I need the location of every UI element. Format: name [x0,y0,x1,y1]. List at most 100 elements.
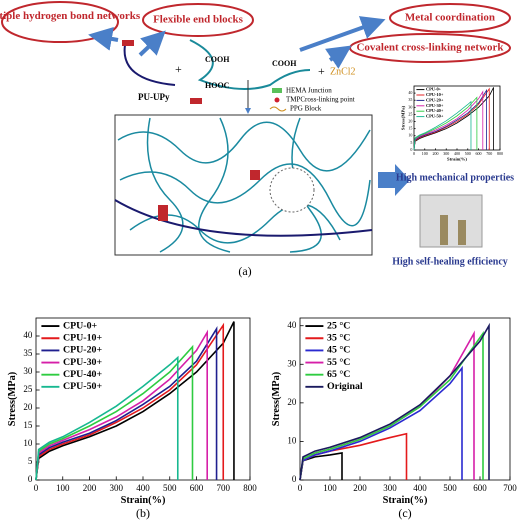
x-tick-label: 300 [443,151,449,156]
legend-label: 55 °C [327,357,350,368]
y-tick-label: 35 [408,97,412,102]
x-tick-label: 400 [454,151,460,156]
callout-text: Covalent cross-linking network [356,42,504,54]
panel-label: (c) [398,506,411,520]
y-axis-title: Stress(MPa) [7,372,18,426]
x-tick-label: 700 [486,151,492,156]
x-axis-title: Strain(%) [383,495,428,506]
legend-label: CPU-20+ [63,345,102,356]
legend-text: PPG Block [290,105,322,113]
x-tick-label: 100 [422,151,428,156]
x-tick-label: 700 [503,483,517,493]
x-tick-label: 100 [56,483,70,493]
line [35,325,218,481]
y-tick-label: 15 [408,126,412,131]
legend-label: CPU-10+ [426,92,444,97]
arrows [88,16,386,69]
line [35,321,235,481]
callout-text: Multiple hydrogen bond networks [0,10,141,22]
label: HOOC [205,81,230,90]
x-tick-label: 200 [433,151,439,156]
label: COOH [272,59,297,68]
line [299,322,490,481]
network [117,117,371,253]
x-tick-label: 600 [473,483,487,493]
x-tick-label: 800 [243,483,257,493]
legend-label: 65 °C [327,369,350,380]
photo-detail [458,220,466,245]
legend-label: CPU-50+ [426,114,444,119]
chart: 0 100 200 300 400 500 600 700 800 0 5 10 15 20 25 30 35 4… [401,85,503,161]
legend-icon [272,88,282,93]
x-tick-label: 400 [136,483,150,493]
line [299,365,463,481]
x-tick-label: 100 [323,483,337,493]
line [35,322,225,481]
y-tick-label: 10 [23,438,33,448]
legend-label: CPU-30+ [426,103,444,108]
polymer-chain [114,199,373,237]
legend-label: Original [327,381,363,392]
line [413,87,494,151]
legend-label: 25 °C [327,320,350,331]
label: COOH [205,55,230,64]
upy-unit [122,40,134,46]
legend-icon [274,97,280,103]
y-tick-label: 25 [23,384,33,394]
y-tick-label: 25 [408,111,412,116]
x-tick-label: 0 [298,483,303,493]
legend-label: 45 °C [327,345,350,356]
x-tick-label: 600 [476,151,482,156]
line [35,355,179,481]
x-tick-label: 200 [83,483,97,493]
panel-a: Multiple hydrogen bond networks Flexible… [0,1,514,278]
x-tick-label: 0 [34,483,39,493]
callout [142,3,254,37]
line [413,96,478,151]
legend-text: TMPCross-linking point [286,96,355,104]
x-tick-label: 700 [217,483,231,493]
chart: 0 100 200 300 400 500 600 700 800 0 5 10 15 20 25 30 35 4… [7,317,257,520]
legend-label: CPU-20+ [426,97,444,102]
zoom-circle [269,167,315,213]
x-tick-label: 300 [383,483,397,493]
line [35,329,208,481]
legend-label: CPU-0+ [63,320,98,331]
y-tick-label: 0 [28,474,33,484]
legend-label: 35 °C [327,333,350,344]
x-tick-label: 200 [353,483,367,493]
line [35,344,194,481]
y-tick-label: 40 [408,90,412,95]
x-tick-label: 600 [190,483,204,493]
photo [419,194,483,248]
upy-unit [190,98,202,104]
x-tick-label: 0 [413,151,415,156]
legend-label: CPU-0+ [426,87,442,92]
network-box [114,114,373,256]
legend-label: CPU-40+ [63,369,102,380]
upy-unit [158,205,168,221]
photo-detail [440,215,448,245]
x-tick-label: 500 [443,483,457,493]
label: ZnCl2 [330,66,356,77]
y-tick-label: 15 [23,420,33,430]
x-tick-label: 400 [413,483,427,493]
callout-text: Flexible end blocks [153,14,244,26]
y-tick-label: 0 [410,147,412,152]
panel-label: (b) [136,506,150,520]
x-axis-title: Strain(%) [121,495,166,506]
legend-label: CPU-30+ [63,357,102,368]
x-axis-title: Strain(%) [447,156,467,161]
panel-label: (a) [238,264,251,278]
plus: + [318,64,325,78]
y-tick-label: 0 [292,474,297,484]
y-tick-label: 20 [408,118,412,123]
line [413,88,487,151]
y-tick-label: 30 [287,358,297,368]
x-tick-label: 500 [163,483,177,493]
y-tick-label: 10 [287,435,297,445]
y-tick-label: 40 [287,320,297,330]
y-tick-label: 20 [23,402,33,412]
callout-text: Metal coordination [405,12,495,24]
